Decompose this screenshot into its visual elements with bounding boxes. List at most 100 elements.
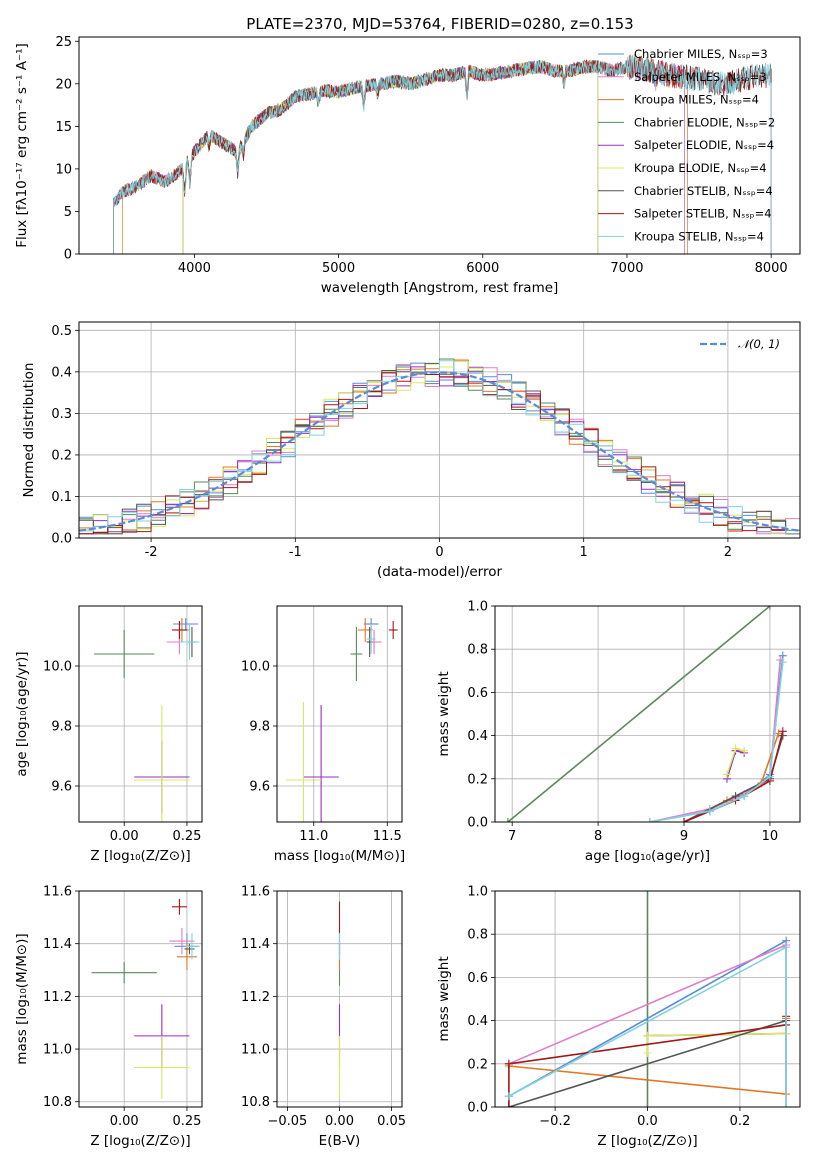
mass-weight-marker [504,1103,513,1107]
x-axis-label: Z [log₁₀(Z/Z⊙)] [597,1133,697,1149]
age_vs_mass-points [285,618,398,822]
mass-weight-line [683,733,780,822]
mass-weight-marker [782,1103,791,1107]
y-tick-label: 0.2 [467,772,488,787]
figure-title: PLATE=2370, MJD=53764, FIBERID=0280, z=0… [246,15,633,33]
y-tick-label: 0.6 [467,971,488,986]
y-tick-label: 0.4 [467,1014,488,1029]
errorbar-point [179,624,200,660]
mass-weight-marker [778,727,787,736]
mass-weight-marker [643,891,652,895]
age_vs_Z-axes: 0.00 0.25 9.6 9.8 10.0 Z [log₁₀(Z/Z⊙)] age [lo… [14,606,202,864]
y-tick-label: 0.0 [467,816,488,831]
errorbar-point [357,618,373,642]
errorbar-point [388,621,398,639]
mass_vs_Z-points [91,898,200,1100]
x-tick-label: −0.2 [539,1114,571,1129]
x-tick-label: 7 [508,829,516,844]
x-tick-label: 0.2 [730,1114,751,1129]
mass-weight-marker [504,1092,513,1101]
y-tick-label: 11.4 [43,937,72,952]
cumulative_mass_weight_vs_age-axes: 7 8 9 10 0.0 0.2 0.4 0.6 0.8 1.0 age [log₁₀(age/yr… [436,600,800,864]
legend-entry: Salpeter ELODIE, Nₛₛₚ=4 [634,138,774,152]
errorbar-point [94,630,155,678]
cumulative_mass_weight_vs_Z-lines [504,891,791,1107]
mass-weight-line [507,606,771,822]
x-tick-label: -1 [289,545,302,560]
x-tick-label: -2 [145,545,158,560]
y-tick-label: 0.6 [467,686,488,701]
x-axis-label: (data-model)/error [377,564,503,580]
x-tick-label: 10 [762,829,779,844]
y-tick-label: 0.0 [467,1101,488,1116]
errorbar-point [91,962,157,984]
x-tick-label: 0 [435,545,443,560]
errorbar-point [176,943,197,971]
y-tick-label: 0 [64,248,72,263]
errorbar-point [184,933,200,960]
legend-entry: Kroupa ELODIE, Nₛₛₚ=4 [634,161,767,175]
x-tick-label: −0.05 [267,1114,307,1129]
errorbar-point [350,627,363,681]
x-tick-label: 11.0 [299,829,328,844]
mass-weight-marker [765,606,774,610]
mass-weight-marker [782,943,791,952]
spectrum-axes: 4000 5000 6000 7000 8000 0 5 10 15 20 25 wavelength… [14,35,788,296]
mass-weight-marker [503,818,512,822]
y-tick-label: 10.8 [241,1095,270,1110]
x-tick-label: 9 [680,829,688,844]
errorbar-point [184,943,195,955]
mass-weight-marker [680,818,689,822]
gaussian-curve [79,371,800,532]
mass-weight-line [508,1019,787,1107]
legend-entry: Salpeter MILES, Nₛₛₚ=3 [634,70,767,84]
x-axis-label: wavelength [Angstrom, rest frame] [321,280,559,296]
y-axis-label: mass weight [436,671,452,756]
y-tick-label: 9.8 [51,720,72,735]
y-tick-label: 11.6 [241,885,270,900]
x-axis-label: Z [log₁₀(Z/Z⊙)] [90,1133,190,1149]
mass-weight-marker [722,770,731,779]
mass-weight-line [646,1032,787,1053]
mass_vs_ebv-axes: −0.05 0.00 0.05 10.8 11.0 11.2 11.4 11.6 E(B-V) [241,885,406,1150]
y-tick-label: 15 [55,120,72,135]
y-axis-label: mass [log₁₀(M/M⊙)] [14,933,30,1064]
spectrum-frame [78,36,801,255]
residual-legend: 𝒩(0, 1) [700,337,780,351]
mass-weight-marker [740,746,749,755]
y-tick-label: 10.0 [43,660,72,675]
y-tick-label: 0.4 [467,729,488,744]
errorbar-point [171,898,187,915]
x-axis-label: mass [log₁₀(M/M⊙)] [274,848,405,864]
y-axis-label: Normed distribution [21,363,37,498]
x-tick-label: 0.25 [172,1114,201,1129]
y-tick-label: 0.3 [51,407,72,422]
errorbar-point [366,627,373,657]
age_vs_mass-frame [276,605,403,823]
y-tick-label: 10.8 [43,1095,72,1110]
y-tick-label: 1.0 [467,600,488,615]
mass-weight-marker [740,792,749,801]
cumulative_mass_weight_vs_age-lines [503,606,787,822]
y-axis-label: age [log₁₀(age/yr)] [14,651,30,776]
y-tick-label: 0.4 [51,365,72,380]
spectrum-legend: Chabrier MILES, Nₛₛₚ=3 Salpeter MILES, Nₛ… [598,47,775,243]
x-tick-label: 8000 [755,261,788,276]
x-tick-label: 7000 [610,261,643,276]
y-tick-label: 10 [55,162,72,177]
y-tick-label: 10.0 [241,660,270,675]
x-axis-label: Z [log₁₀(Z/Z⊙)] [90,848,190,864]
x-tick-label: 11.5 [373,829,402,844]
x-tick-label: 0.0 [637,1114,658,1129]
residual-histograms [79,358,800,538]
spectrum-series-line [182,59,599,254]
mass_vs_ebv-frame [276,890,403,1108]
y-tick-label: 9.6 [249,780,270,795]
y-tick-label: 0.1 [51,490,72,505]
residual-histogram [79,372,800,538]
y-axis-label: Flux [fλ10⁻¹⁷ erg cm⁻² s⁻¹ A⁻¹] [14,43,30,248]
y-tick-label: 11.0 [241,1043,270,1058]
y-tick-label: 11.0 [43,1043,72,1058]
legend-entry: Kroupa MILES, Nₛₛₚ=4 [634,93,759,107]
